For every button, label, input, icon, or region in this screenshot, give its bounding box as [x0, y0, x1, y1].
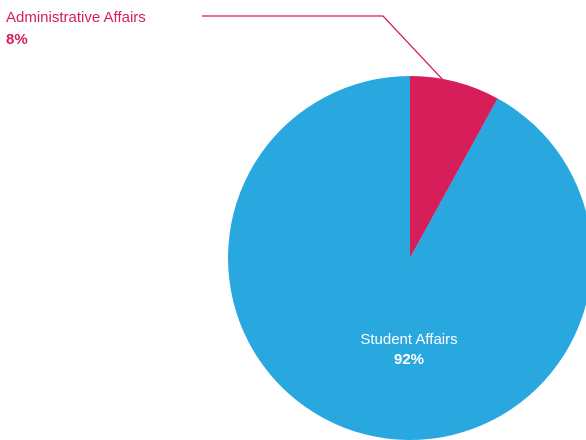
pie-slices: [228, 76, 586, 440]
callout-leader-line: [202, 15, 454, 91]
slice-label-administrative-affairs: Administrative Affairs: [6, 9, 146, 26]
slice-value-student-affairs: 92%: [394, 351, 424, 368]
pie-slice-administrative-affairs: [410, 76, 498, 258]
slice-value-administrative-affairs: 8%: [6, 31, 28, 48]
pie-slice-student-affairs: [228, 76, 586, 440]
slice-label-student-affairs: Student Affairs: [360, 331, 457, 348]
